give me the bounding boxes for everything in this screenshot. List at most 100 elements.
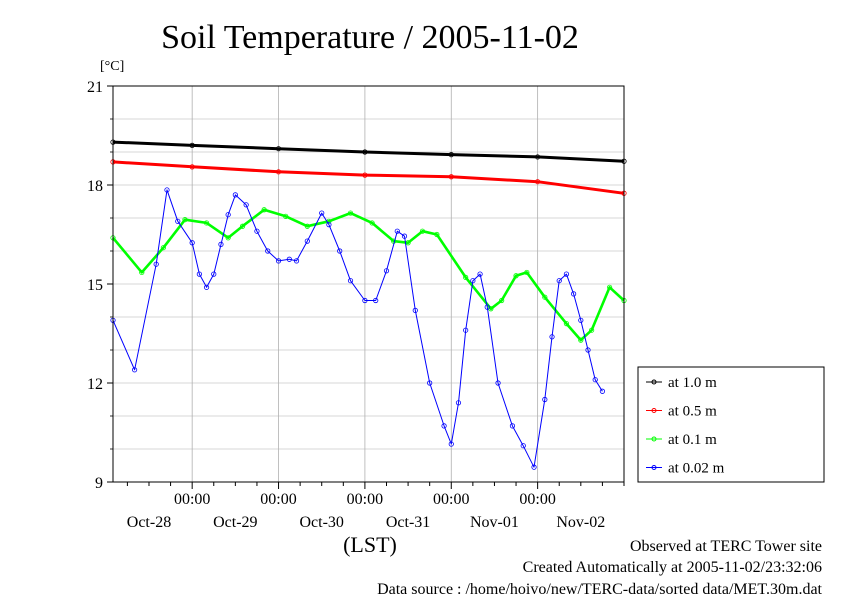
data-point: [455, 400, 462, 406]
legend-box: [637, 366, 825, 483]
series-line: [112, 189, 603, 468]
legend-label: at 0.1 m: [668, 432, 717, 448]
legend-marker: [651, 379, 657, 385]
data-point: [275, 258, 282, 264]
data-point: [520, 443, 526, 449]
data-point: [535, 179, 541, 185]
data-point: [131, 367, 138, 373]
data-point: [448, 441, 454, 447]
data-point: [189, 142, 195, 148]
data-point: [589, 327, 595, 333]
data-point: [239, 223, 246, 229]
data-point: [477, 271, 483, 277]
data-point: [243, 202, 249, 208]
data-point: [383, 268, 390, 274]
data-point: [254, 228, 260, 234]
data-point: [509, 423, 516, 429]
data-point: [175, 218, 181, 224]
data-point: [362, 149, 368, 155]
legend-label: at 0.5 m: [668, 404, 717, 420]
x-date-label: Oct-31: [386, 514, 430, 531]
data-point: [373, 297, 379, 304]
chart-title: Soil Temperature / 2005-11-02: [161, 19, 579, 56]
data-point: [571, 291, 577, 297]
data-point: [524, 269, 530, 276]
data-point: [347, 210, 354, 216]
x-tick-label: 00:00: [433, 491, 469, 508]
data-point: [326, 222, 332, 228]
data-point: [592, 377, 598, 383]
data-point: [531, 464, 537, 470]
data-point: [441, 423, 447, 429]
data-point: [196, 271, 202, 277]
x-date-label: Oct-29: [213, 514, 257, 531]
data-point: [607, 284, 613, 290]
data-point: [139, 269, 145, 276]
data-point: [304, 223, 310, 229]
y-tick-label: 12: [87, 376, 103, 393]
data-point: [337, 248, 343, 254]
data-point: [225, 235, 231, 241]
y-tick-label: 15: [87, 277, 103, 294]
data-point: [434, 231, 440, 238]
x-tick-label: 00:00: [260, 491, 296, 508]
series-layer: [110, 139, 627, 470]
data-point: [275, 146, 282, 152]
data-point: [463, 327, 469, 333]
data-point: [304, 238, 310, 244]
y-tick-label: 9: [95, 475, 103, 492]
data-point: [369, 220, 375, 226]
data-point: [448, 152, 454, 158]
y-tick-label: 21: [87, 79, 103, 96]
data-point: [585, 347, 591, 353]
y-tick-label: 18: [87, 178, 103, 195]
data-point: [563, 271, 570, 277]
data-point: [347, 278, 354, 284]
data-point: [470, 278, 476, 284]
legend-marker: [651, 408, 657, 413]
data-point: [495, 380, 501, 386]
data-point: [484, 304, 490, 310]
data-point: [160, 245, 166, 251]
data-point: [293, 258, 300, 264]
data-point: [203, 284, 210, 290]
series-line: [112, 140, 625, 163]
x-date-label: Nov-02: [556, 514, 605, 531]
data-point: [463, 274, 469, 280]
data-point: [189, 164, 195, 170]
data-point: [499, 297, 505, 304]
legend-label: at 1.0 m: [668, 375, 717, 391]
data-point: [283, 213, 289, 219]
x-date-label: Oct-30: [299, 514, 343, 531]
data-point: [427, 380, 433, 386]
data-point: [362, 297, 368, 304]
data-point: [232, 192, 238, 198]
data-point: [513, 273, 519, 279]
series-line: [112, 160, 625, 195]
data-point: [319, 210, 325, 216]
legend-marker: [651, 436, 657, 442]
data-point: [419, 228, 426, 234]
x-tick-label: 00:00: [174, 491, 210, 508]
data-point: [182, 217, 188, 223]
data-point: [211, 271, 217, 277]
footer-line-1: Observed at TERC Tower site: [630, 538, 822, 555]
data-point: [549, 334, 555, 340]
data-point: [203, 220, 210, 226]
x-date-label: Oct-28: [127, 514, 171, 531]
data-point: [401, 233, 408, 239]
data-point: [218, 241, 224, 247]
data-point: [578, 317, 584, 323]
x-tick-label: 00:00: [519, 491, 555, 508]
data-point: [578, 337, 584, 343]
data-point: [412, 307, 418, 313]
data-point: [556, 278, 562, 284]
data-point: [189, 240, 195, 246]
data-point: [164, 187, 170, 193]
data-point: [563, 320, 570, 327]
data-point: [225, 212, 231, 218]
data-point: [448, 174, 454, 180]
x-axis-label: (LST): [343, 532, 397, 557]
